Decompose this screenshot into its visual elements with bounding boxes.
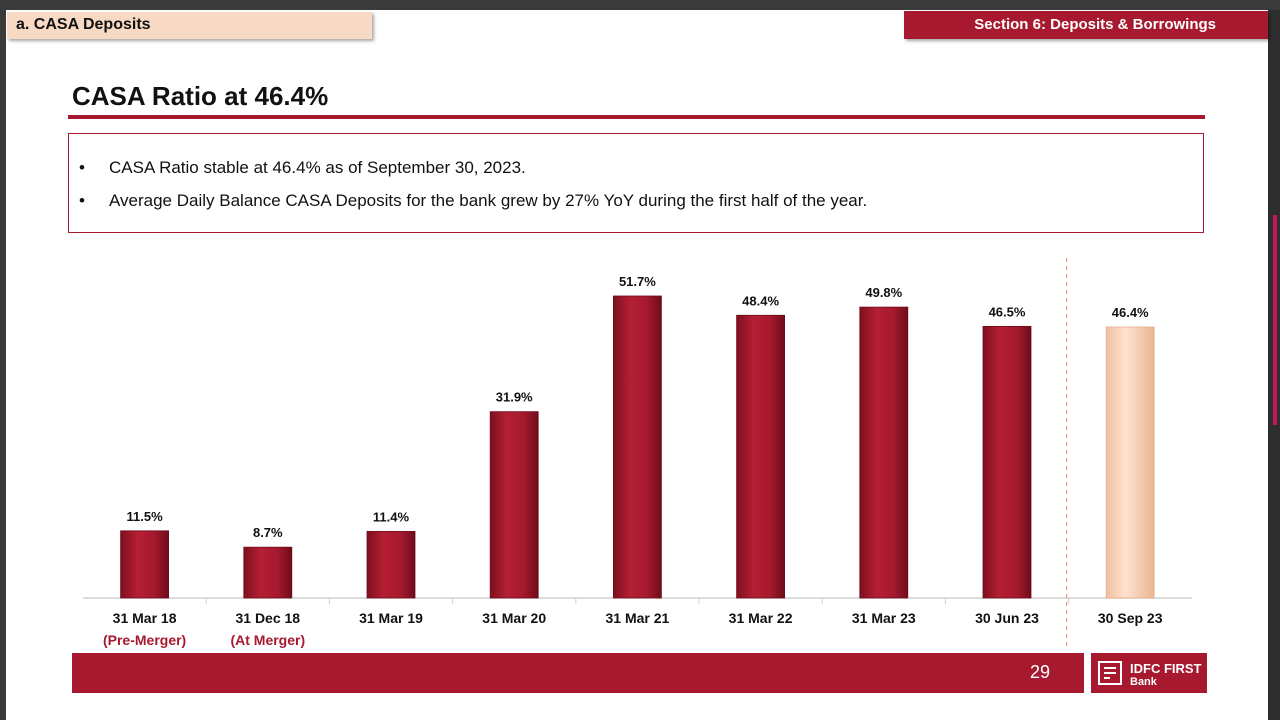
x-tick-label: 30 Sep 23 bbox=[1098, 610, 1163, 626]
section-tag-label: a. CASA Deposits bbox=[16, 16, 151, 33]
bar-30-jun-23 bbox=[982, 325, 1032, 599]
bullet-text: CASA Ratio stable at 46.4% as of Septemb… bbox=[109, 158, 526, 177]
bar-30-sep-23 bbox=[1105, 326, 1155, 599]
x-tick-label: 31 Mar 21 bbox=[605, 610, 669, 626]
data-label: 31.9% bbox=[496, 390, 533, 405]
bullet-dot: • bbox=[79, 191, 85, 210]
x-tick-label: 31 Mar 19 bbox=[359, 610, 423, 626]
section-tag-casa-deposits: a. CASA Deposits bbox=[7, 12, 372, 39]
section-tag-right-label: Section 6: Deposits & Borrowings bbox=[974, 16, 1216, 33]
bar-31-mar-18 bbox=[120, 530, 169, 599]
window-top-strip bbox=[0, 0, 1280, 10]
x-tick-label: 31 Mar 18 bbox=[113, 610, 177, 626]
page-title: CASA Ratio at 46.4% bbox=[72, 81, 329, 111]
bar-31-mar-19 bbox=[366, 531, 416, 599]
bullet-text: Average Daily Balance CASA Deposits for … bbox=[109, 191, 868, 210]
bullet-dot: • bbox=[79, 158, 85, 177]
x-tick-label: 31 Mar 23 bbox=[852, 610, 916, 626]
data-label: 46.5% bbox=[989, 304, 1026, 319]
data-label: 11.5% bbox=[127, 509, 164, 524]
x-tick-sublabel: (Pre-Merger) bbox=[103, 632, 186, 648]
x-tick-label: 31 Mar 22 bbox=[729, 610, 793, 626]
data-label: 49.8% bbox=[865, 285, 902, 300]
x-tick-label: 31 Mar 20 bbox=[482, 610, 546, 626]
bar-31-dec-18 bbox=[243, 546, 293, 599]
page-number: 29 bbox=[1029, 662, 1050, 682]
bar-31-mar-21 bbox=[613, 295, 662, 599]
data-label: 8.7% bbox=[253, 525, 283, 540]
data-label: 46.4% bbox=[1112, 305, 1149, 320]
edge-accent bbox=[1273, 215, 1277, 425]
logo-text-line1: IDFC FIRST bbox=[1130, 661, 1202, 676]
bullet-box: • CASA Ratio stable at 46.4% as of Septe… bbox=[68, 133, 1204, 233]
bar-31-mar-23 bbox=[859, 306, 909, 599]
logo-text-line2: Bank bbox=[1130, 676, 1157, 688]
x-tick-label: 31 Dec 18 bbox=[235, 610, 300, 626]
data-label: 51.7% bbox=[619, 274, 656, 289]
title-divider bbox=[68, 115, 1205, 119]
bar-31-mar-22 bbox=[736, 314, 785, 599]
data-label: 11.4% bbox=[373, 509, 410, 524]
bank-logo-icon bbox=[1098, 661, 1122, 685]
footer-bar: 29 bbox=[72, 653, 1084, 693]
idfc-first-bank-logo: IDFC FIRST Bank bbox=[1091, 653, 1207, 693]
data-label: 48.4% bbox=[742, 293, 779, 308]
bar-31-mar-20 bbox=[489, 411, 539, 599]
section-tag-deposits-borrowings: Section 6: Deposits & Borrowings bbox=[904, 11, 1268, 39]
x-tick-sublabel: (At Merger) bbox=[230, 632, 305, 648]
x-tick-label: 30 Jun 23 bbox=[975, 610, 1039, 626]
